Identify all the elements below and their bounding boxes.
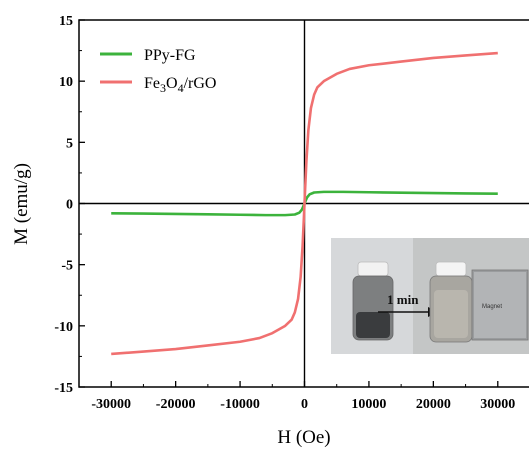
x-axis-ticks: -30000 -20000 -10000 0 10000 20000 30000 (91, 381, 515, 412)
x-tick-label: -30000 (91, 397, 131, 412)
inset-photo: 1 min Magnet (331, 238, 529, 354)
magnet-icon: Magnet (471, 269, 529, 341)
magnet-label: Magnet (482, 304, 502, 310)
y-axis-title: M (emu/g) (11, 163, 32, 245)
y-axis-ticks: -15 -10 -5 0 5 10 15 (54, 14, 85, 396)
x-axis-title: H (Oe) (277, 427, 330, 448)
vial-after (429, 261, 473, 343)
legend: PPy-FG Fe3O4/rGO (100, 47, 216, 95)
series-layer (111, 51, 498, 356)
x-tick-label: 20000 (416, 397, 451, 412)
series-line-fe3o4-rgo (111, 51, 498, 356)
x-tick-label: 10000 (351, 397, 386, 412)
y-tick-label: -5 (61, 259, 73, 274)
y-tick-label: -10 (54, 320, 73, 335)
x-tick-label: 0 (301, 397, 308, 412)
vial-before (352, 261, 394, 341)
y-tick-label: 15 (59, 14, 73, 29)
inset-time-label: 1 min (387, 292, 419, 307)
y-tick-label: -15 (54, 381, 73, 396)
y-tick-label: 10 (59, 75, 73, 90)
x-tick-label: -10000 (220, 397, 260, 412)
x-tick-label: -20000 (156, 397, 196, 412)
x-tick-label: 30000 (480, 397, 515, 412)
y-tick-label: 5 (66, 136, 73, 151)
legend-label-fe3o4-rgo: Fe3O4/rGO (144, 75, 216, 95)
legend-label-ppy-fg: PPy-FG (144, 47, 196, 64)
y-tick-label: 0 (66, 198, 73, 213)
